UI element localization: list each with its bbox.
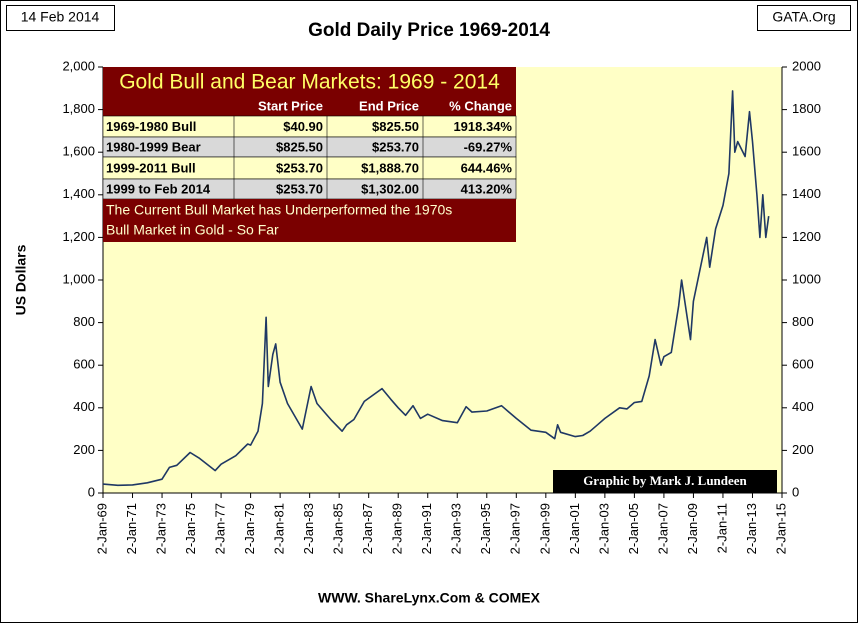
x-tick-label: 2-Jan-77 bbox=[213, 503, 228, 554]
x-tick-label: 2-Jan-89 bbox=[390, 503, 405, 554]
x-tick-label: 2-Jan-15 bbox=[773, 503, 788, 554]
x-tick-label: 2-Jan-95 bbox=[478, 503, 493, 554]
table-header: Start Price bbox=[258, 98, 323, 113]
y2-tick-label: 800 bbox=[792, 314, 814, 329]
table-cell: 413.20% bbox=[461, 181, 513, 196]
y2-tick-label: 1600 bbox=[792, 144, 821, 159]
x-tick-label: 2-Jan-75 bbox=[183, 503, 198, 554]
y-tick-label: 1,800 bbox=[62, 101, 95, 116]
x-tick-label: 2-Jan-73 bbox=[153, 503, 168, 554]
x-tick-label: 2-Jan-85 bbox=[331, 503, 346, 554]
table-cell: $1,302.00 bbox=[361, 181, 419, 196]
date-label: 14 Feb 2014 bbox=[21, 9, 100, 25]
x-tick-label: 2-Jan-09 bbox=[685, 503, 700, 554]
y-tick-label: 1,000 bbox=[62, 271, 95, 286]
x-tick-label: 2-Jan-93 bbox=[449, 503, 464, 554]
y2-tick-label: 1200 bbox=[792, 229, 821, 244]
y-axis-label: US Dollars bbox=[13, 244, 29, 315]
table-cell: $253.70 bbox=[276, 181, 323, 196]
table-cell: $253.70 bbox=[372, 139, 419, 154]
x-tick-label: 2-Jan-11 bbox=[714, 503, 729, 553]
y2-tick-label: 400 bbox=[792, 399, 814, 414]
x-tick-label: 2-Jan-81 bbox=[272, 503, 287, 554]
source-box bbox=[757, 5, 851, 31]
y2-tick-label: 1400 bbox=[792, 186, 821, 201]
table-title: Gold Bull and Bear Markets: 1969 - 2014 bbox=[119, 71, 500, 94]
y2-tick-label: 1000 bbox=[792, 271, 821, 286]
table-cell: 1969-1980 Bull bbox=[106, 119, 196, 134]
table-cell: $40.90 bbox=[283, 119, 323, 134]
x-tick-label: 2-Jan-13 bbox=[744, 503, 759, 554]
table: Gold Bull and Bear Markets: 1969 - 2014 S… bbox=[102, 67, 517, 242]
x-tick-label: 2-Jan-97 bbox=[508, 503, 523, 554]
y2-tick-label: 200 bbox=[792, 442, 814, 457]
y-tick-label: 1,200 bbox=[62, 229, 95, 244]
y-tick-label: 600 bbox=[73, 357, 95, 372]
table-cell: $253.70 bbox=[276, 160, 323, 175]
y-tick-label: 2,000 bbox=[62, 58, 95, 73]
y-tick-label: 800 bbox=[73, 314, 95, 329]
y2-tick-label: 600 bbox=[792, 357, 814, 372]
table-cell: $825.50 bbox=[276, 139, 323, 154]
credit: Graphic by Mark J. Lundeen bbox=[583, 473, 747, 488]
plot: 0 200 400 600 800 1,000 1,200 1,400 1,600 1,800 2,… bbox=[62, 58, 820, 554]
price-line bbox=[102, 90, 770, 487]
x-tick-label: 2-Jan-99 bbox=[537, 503, 552, 554]
x-tick-label: 2-Jan-01 bbox=[567, 503, 582, 554]
x-tick-label: 2-Jan-83 bbox=[301, 503, 316, 554]
credit-box bbox=[553, 470, 777, 493]
x-tick-label: 2-Jan-87 bbox=[360, 503, 375, 554]
table-cell: 1980-1999 Bear bbox=[106, 139, 201, 154]
y-tick-label: 400 bbox=[73, 399, 95, 414]
y-tick-label: 200 bbox=[73, 442, 95, 457]
table-header: % Change bbox=[449, 98, 512, 113]
table-cell: 1999 to Feb 2014 bbox=[106, 181, 211, 196]
table-header-bg bbox=[103, 97, 516, 116]
table-title-bg bbox=[103, 67, 516, 97]
table-cell: 644.46% bbox=[461, 160, 513, 175]
x-tick-label: 2-Jan-05 bbox=[626, 503, 641, 554]
table-cell: 1999-2011 Bull bbox=[106, 160, 196, 175]
table-header: End Price bbox=[359, 98, 419, 113]
table-cell: $825.50 bbox=[372, 119, 419, 134]
y2-tick-label: 1800 bbox=[792, 101, 821, 116]
y2-tick-label: 2000 bbox=[792, 58, 821, 73]
x-tick-label: 2-Jan-03 bbox=[596, 503, 611, 554]
y-tick-label: 0 bbox=[88, 484, 95, 499]
table-note: Bull Market in Gold - So Far bbox=[106, 222, 279, 238]
x-tick-label: 2-Jan-71 bbox=[124, 503, 139, 554]
x-tick-label: 2-Jan-79 bbox=[242, 503, 257, 554]
table-cell: $1,888.70 bbox=[361, 160, 419, 175]
date-box bbox=[6, 5, 115, 31]
table-cell: 1918.34% bbox=[453, 119, 512, 134]
table-note-bg bbox=[103, 199, 516, 242]
y-tick-label: 1,600 bbox=[62, 144, 95, 159]
table-cell: -69.27% bbox=[464, 139, 513, 154]
table-note: The Current Bull Market has Underperform… bbox=[106, 202, 452, 218]
x-tick-label: 2-Jan-91 bbox=[419, 503, 434, 554]
source-label: GATA.Org bbox=[772, 9, 835, 25]
chart-title: Gold Daily Price 1969-2014 bbox=[308, 20, 550, 41]
x-tick-label: 2-Jan-07 bbox=[655, 503, 670, 554]
y-tick-label: 1,400 bbox=[62, 186, 95, 201]
y2-tick-label: 0 bbox=[792, 484, 799, 499]
footer: WWW. ShareLynx.Com & COMEX bbox=[318, 590, 541, 606]
x-tick-label: 2-Jan-69 bbox=[94, 503, 109, 554]
